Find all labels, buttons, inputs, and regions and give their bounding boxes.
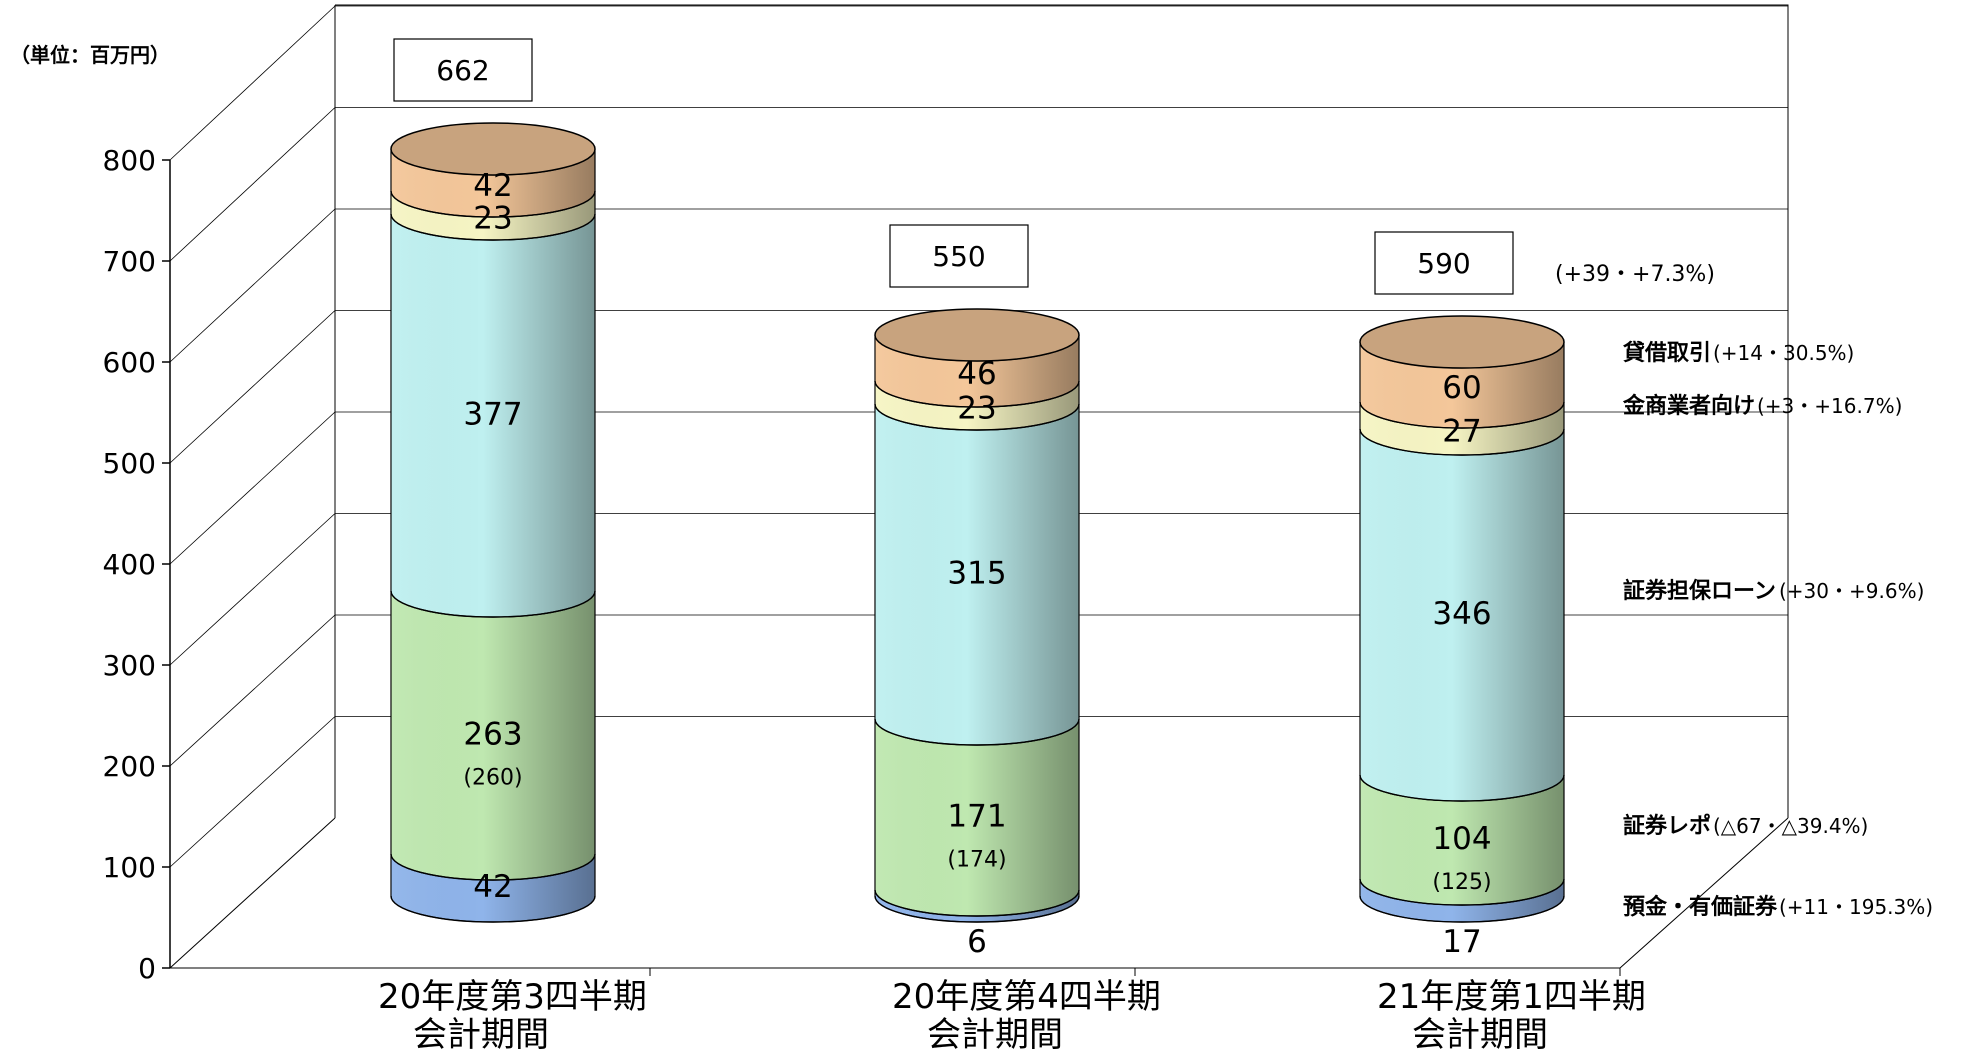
y-tick-label: 400	[103, 548, 156, 581]
segment-boundary	[390, 853, 596, 881]
segment-boundary	[1359, 401, 1565, 429]
segment-value-label: 263	[463, 717, 522, 753]
segment-value-label: 23	[473, 201, 512, 237]
cylinder-segment-shade	[1360, 879, 1564, 922]
cylinder-segment-shade	[1360, 429, 1564, 801]
segment-value-label: 377	[463, 397, 522, 433]
category-label-line2: 会計期間	[1412, 1015, 1548, 1055]
category-label-line2: 会計期間	[413, 1015, 549, 1055]
cylinder-segment-shade	[391, 149, 595, 217]
segment-sub-label: (125)	[1432, 870, 1491, 895]
total-box	[393, 38, 533, 102]
segment-value-label: 42	[473, 168, 512, 204]
y-tick-label: 0	[138, 952, 156, 985]
total-change-label: (+39・+7.3%)	[1555, 262, 1715, 287]
segment-boundary	[1359, 878, 1565, 906]
y-tick-label: 500	[103, 447, 156, 480]
segment-boundary	[390, 190, 596, 218]
y-axis-ticks: 0 100 200 300 400 500 600 700 800	[103, 144, 170, 985]
cylinder-bars	[390, 122, 1565, 923]
y-tick-label: 200	[103, 750, 156, 783]
cylinder-segment-shade	[875, 335, 1079, 407]
legend-series-name: 預金・有価証券	[1623, 894, 1778, 920]
gridline-side	[169, 107, 336, 262]
cylinder-segment-shade	[1360, 775, 1564, 905]
unit-label: （単位：百万円）	[10, 43, 170, 67]
gridline-side	[169, 310, 336, 464]
segment-boundary	[874, 718, 1080, 746]
back-wall-edge	[335, 4, 1789, 818]
cylinder-segment-shade	[1360, 342, 1564, 428]
cylinder-segment-shade	[391, 214, 595, 617]
segment-value-label: 23	[957, 391, 996, 427]
legend-series-name: 証券レポ	[1623, 813, 1711, 839]
category-label: 20年度第3四半期	[378, 977, 647, 1017]
gridline-side	[169, 716, 336, 868]
gridline-side	[169, 614, 336, 767]
cylinder-segment-shade	[875, 381, 1079, 430]
gridline-side	[169, 513, 336, 666]
cylinder-top-cap	[874, 308, 1080, 362]
cylinder-segment-shade	[875, 719, 1079, 916]
segment-value-label: 27	[1442, 414, 1481, 450]
segment-value-label: 42	[473, 869, 512, 905]
legend-series-change: (+30・+9.6%)	[1779, 579, 1924, 603]
y-tick-label: 600	[103, 346, 156, 379]
segment-value-label: 6	[967, 924, 987, 960]
cylinder-top-cap	[1359, 315, 1565, 369]
legend-series-change: (+11・195.3%)	[1779, 895, 1933, 919]
segment-sub-label: (174)	[947, 848, 1006, 873]
category-label-line2: 会計期間	[927, 1015, 1063, 1055]
cylinder-segment-shade	[391, 854, 595, 922]
segment-boundary	[390, 590, 596, 618]
y-tick-label: 300	[103, 649, 156, 682]
segment-boundary	[874, 895, 1080, 923]
total-box	[1374, 231, 1514, 295]
segment-value-label: 346	[1432, 596, 1491, 632]
cylinder-top-cap	[390, 122, 596, 176]
segment-sub-label: (260)	[463, 766, 522, 791]
category-label: 21年度第1四半期	[1377, 977, 1646, 1017]
segment-boundary	[390, 895, 596, 923]
gridline-side	[169, 208, 336, 363]
segment-boundary	[874, 889, 1080, 917]
floor-left-edge	[169, 817, 336, 969]
segment-boundary	[1359, 428, 1565, 456]
segment-boundary	[1359, 774, 1565, 802]
total-box	[889, 224, 1029, 288]
legend-series-name: 証券担保ローン	[1623, 578, 1776, 604]
cylinder-segment-shade	[875, 890, 1079, 922]
y-tick-label: 100	[103, 851, 156, 884]
segment-value-label: 104	[1432, 821, 1491, 857]
total-value-label: 590	[1417, 247, 1470, 280]
legend-series-name: 金商業者向け	[1622, 393, 1755, 419]
y-tick-label: 800	[103, 144, 156, 177]
segment-value-label: 17	[1442, 924, 1481, 960]
segment-boundary	[1359, 895, 1565, 923]
category-label: 20年度第4四半期	[892, 977, 1161, 1017]
legend-series-change: (△67・△39.4%)	[1713, 814, 1868, 838]
segment-value-label: 46	[957, 356, 996, 392]
legend-series-change: (+3・+16.7%)	[1757, 394, 1902, 418]
segment-boundary	[874, 403, 1080, 431]
cylinder-segment-shade	[391, 591, 595, 880]
segment-value-label: 315	[947, 556, 1006, 592]
total-value-label: 550	[932, 240, 985, 273]
legend: 預金・有価証券 (+11・195.3%) 証券レポ (△67・△39.4%) 証券担保ロ…	[1622, 340, 1933, 920]
legend-series-name: 貸借取引	[1622, 340, 1711, 366]
segment-boundary	[390, 213, 596, 241]
y-tick-label: 700	[103, 245, 156, 278]
total-value-label: 662	[436, 54, 489, 87]
cylinder-segment-shade	[875, 404, 1079, 745]
cylinder-segment-shade	[391, 191, 595, 240]
value-labels: 42263(260)377234266220年度第3四半期会計期間6171(17…	[378, 38, 1715, 1055]
legend-series-change: (+14・30.5%)	[1713, 341, 1854, 365]
gridline-side	[169, 411, 336, 565]
segment-value-label: 171	[947, 799, 1006, 835]
segment-value-label: 60	[1442, 370, 1481, 406]
gridline-side	[169, 5, 336, 161]
segment-boundary	[874, 380, 1080, 408]
